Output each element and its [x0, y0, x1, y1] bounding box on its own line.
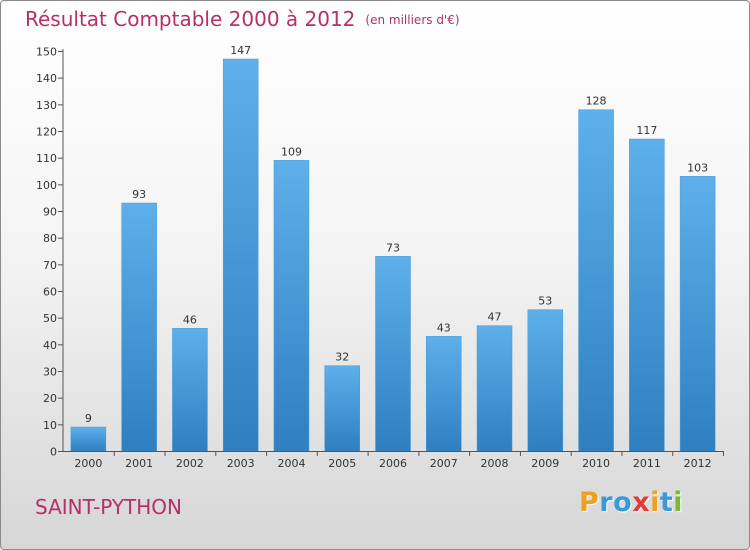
chart-title: Résultat Comptable 2000 à 2012 (en millie… — [25, 7, 460, 31]
bar-value-label: 128 — [586, 95, 607, 108]
chart-subtitle: (en milliers d'€) — [365, 13, 460, 27]
y-tick-label: 100 — [36, 179, 57, 192]
x-tick-label: 2002 — [176, 457, 204, 470]
x-tick-label: 2010 — [582, 457, 610, 470]
x-tick-label: 2006 — [379, 457, 407, 470]
logo-letter: x — [632, 487, 651, 518]
axes-group — [58, 49, 724, 456]
x-tick-label: 2008 — [481, 457, 509, 470]
y-tick-label: 150 — [36, 46, 57, 59]
bar-2009 — [527, 309, 564, 452]
bars-group — [70, 58, 716, 452]
labels-group: 0 10 20 30 40 50 60 70 80 90 100 110 120 130 140 150 9 20… — [36, 44, 712, 470]
y-tick-label: 70 — [43, 259, 57, 272]
x-tick-label: 2001 — [125, 457, 153, 470]
bar-2011 — [629, 138, 665, 452]
logo-letter: P — [579, 487, 600, 518]
logo-letter: i — [673, 487, 684, 518]
bar-value-label: 73 — [386, 241, 400, 254]
proxiti-logo: Proxiti — [579, 487, 683, 518]
logo-letter: t — [659, 487, 674, 518]
bar-value-label: 43 — [437, 321, 451, 334]
bar-2010 — [578, 109, 614, 452]
x-tick-label: 2000 — [74, 457, 102, 470]
y-tick-label: 110 — [36, 152, 57, 165]
bar-value-label: 103 — [687, 161, 708, 174]
bar-2006 — [375, 256, 411, 452]
bar-value-label: 9 — [85, 412, 92, 425]
bar-value-label: 147 — [230, 44, 251, 57]
y-tick-label: 10 — [43, 419, 57, 432]
bar-value-label: 47 — [488, 311, 502, 324]
logo-letter: i — [650, 487, 660, 518]
bar-value-label: 46 — [183, 313, 197, 326]
x-tick-label: 2011 — [633, 457, 661, 470]
bar-value-label: 93 — [132, 188, 146, 201]
bar-value-label: 32 — [335, 351, 349, 364]
bar-value-label: 53 — [538, 295, 552, 308]
x-tick-label: 2012 — [684, 457, 712, 470]
y-tick-label: 120 — [36, 126, 57, 139]
logo-letter: o — [613, 487, 633, 518]
y-tick-label: 50 — [43, 312, 57, 325]
bar-value-label: 117 — [636, 124, 657, 137]
y-tick-label: 0 — [50, 446, 57, 459]
bar-2000 — [70, 426, 107, 452]
y-tick-label: 140 — [36, 72, 57, 85]
y-tick-label: 40 — [43, 339, 57, 352]
bar-2004 — [273, 160, 310, 452]
y-tick-label: 60 — [43, 286, 57, 299]
x-tick-label: 2003 — [227, 457, 255, 470]
place-name: SAINT-PYTHON — [35, 495, 183, 519]
bar-2007 — [426, 336, 462, 452]
bar-2001 — [121, 202, 157, 452]
bar-2005 — [324, 365, 360, 452]
y-tick-label: 30 — [43, 366, 57, 379]
x-tick-label: 2007 — [430, 457, 458, 470]
logo-letter: r — [599, 487, 614, 518]
bar-value-label: 109 — [281, 145, 302, 158]
x-tick-label: 2004 — [277, 457, 305, 470]
y-tick-label: 130 — [36, 99, 57, 112]
x-tick-label: 2005 — [328, 457, 356, 470]
bar-2008 — [476, 325, 513, 452]
bar-2002 — [172, 328, 208, 452]
bar-2003 — [222, 58, 259, 452]
title-text: Résultat Comptable 2000 à 2012 — [25, 7, 356, 31]
y-tick-label: 80 — [43, 232, 57, 245]
bar-2012 — [679, 176, 716, 452]
y-tick-label: 90 — [43, 206, 57, 219]
x-tick-label: 2009 — [531, 457, 559, 470]
y-tick-label: 20 — [43, 392, 57, 405]
